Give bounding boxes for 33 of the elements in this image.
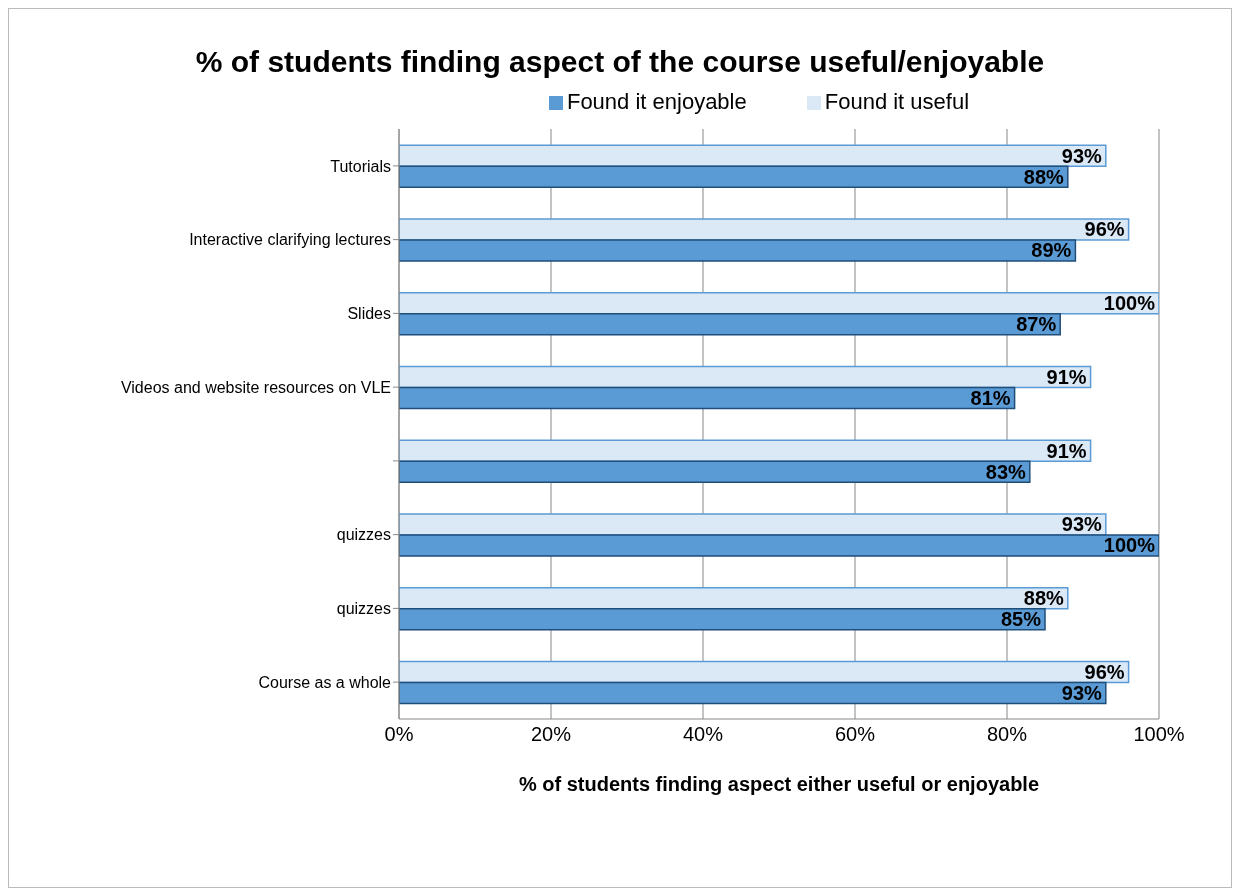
data-label: 89% bbox=[1031, 239, 1072, 262]
data-label: 93% bbox=[1061, 144, 1103, 167]
data-label: 93% bbox=[1061, 681, 1103, 704]
data-label: 100% bbox=[1103, 292, 1156, 315]
x-tick-label: 80% bbox=[986, 723, 1028, 746]
data-label: 91% bbox=[1046, 365, 1087, 388]
data-label: 96% bbox=[1084, 660, 1125, 683]
chart-title: % of students finding aspect of the course useful/enjoyable bbox=[194, 45, 1046, 79]
x-tick-label: 100% bbox=[1133, 723, 1185, 746]
y-tick-label: Videos and website resources on VLE bbox=[120, 378, 391, 396]
data-label: 93% bbox=[1061, 513, 1103, 536]
data-label: 91% bbox=[1046, 439, 1087, 462]
data-label: 88% bbox=[1023, 165, 1065, 188]
y-tick-label: Course as a whole bbox=[258, 673, 392, 691]
y-tick-label: Interactive clarifying lectures bbox=[189, 231, 391, 249]
data-label: 87% bbox=[1016, 313, 1057, 336]
data-label: 85% bbox=[1000, 608, 1042, 631]
data-label: 88% bbox=[1023, 587, 1065, 610]
x-tick-label: 20% bbox=[530, 723, 572, 746]
data-label: 100% bbox=[1103, 534, 1156, 557]
data-label: 83% bbox=[985, 460, 1027, 483]
y-tick-label: quizzes bbox=[336, 600, 391, 618]
x-tick-label: 0% bbox=[384, 723, 414, 746]
y-tick-label: Tutorials bbox=[330, 157, 391, 175]
x-tick-label: 60% bbox=[834, 723, 876, 746]
legend-label: Found it enjoyable bbox=[566, 89, 747, 114]
legend-label: Found it useful bbox=[824, 89, 970, 114]
data-label: 81% bbox=[970, 386, 1011, 409]
y-tick-label: quizzes bbox=[336, 526, 391, 544]
x-tick-label: 40% bbox=[682, 723, 724, 746]
x-axis-title: % of students finding aspect either useful or enjoyable bbox=[518, 773, 1040, 795]
data-label: 96% bbox=[1084, 218, 1125, 241]
y-tick-label: Slides bbox=[347, 305, 391, 323]
